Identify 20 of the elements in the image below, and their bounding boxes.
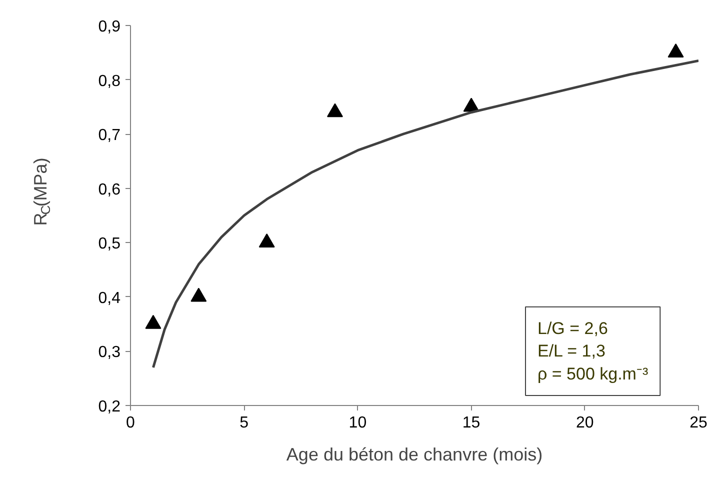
y-axis-title: RC(MPa): [30, 158, 53, 226]
x-tick-label: 15: [462, 414, 480, 432]
y-tick-label: 0,3: [98, 344, 121, 362]
annotation: L/G = 2,6: [538, 318, 608, 338]
x-axis-title: Age du béton de chanvre (mois): [286, 444, 543, 464]
x-tick-label: 5: [240, 414, 249, 432]
y-tick-label: 0,6: [98, 181, 121, 198]
y-tick-label: 0,8: [98, 72, 121, 90]
line-series: [152, 60, 698, 369]
annotation: ρ = 500 kg.m⁻³: [538, 364, 648, 384]
x-tick-label: 25: [690, 414, 708, 432]
y-tick-label: 0,2: [98, 398, 121, 416]
y-tick-label: 0,5: [98, 236, 121, 253]
y-tick-label: 0,9: [98, 18, 121, 36]
y-tick-label: 0,7: [98, 127, 121, 144]
x-tick-label: 0: [126, 414, 136, 432]
x-tick-label: 20: [576, 414, 594, 432]
x-tick-label: 10: [348, 414, 367, 432]
annotation: E/L = 1,3: [538, 342, 606, 361]
y-tick-label: 0,4: [98, 290, 121, 307]
